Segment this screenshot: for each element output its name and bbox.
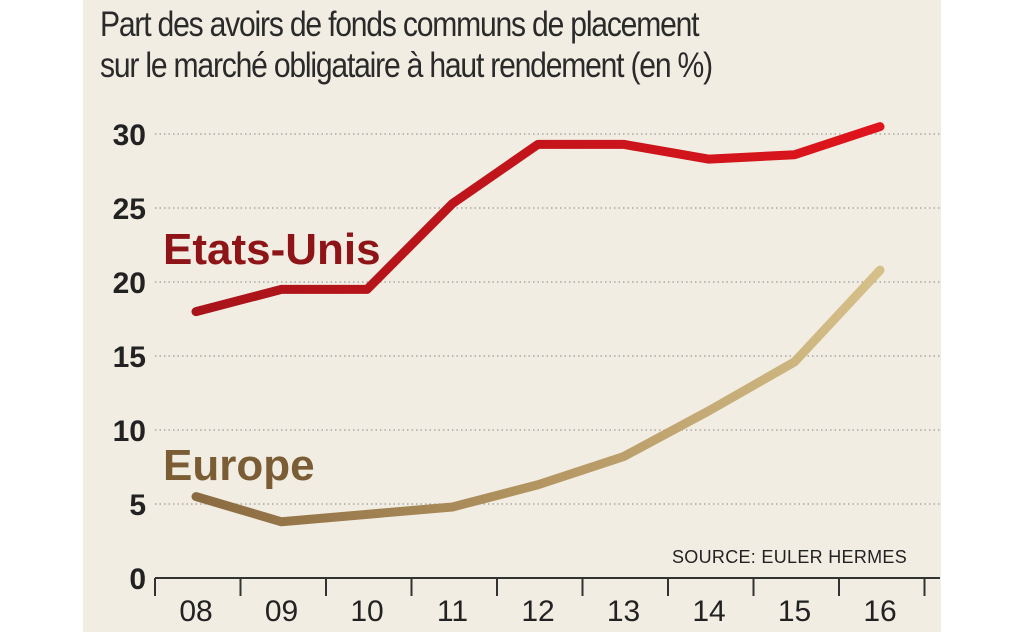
x-tick-label-16: 16 [863,595,896,628]
y-axis: 0 5 10 15 20 25 30 [113,119,146,596]
source-note: SOURCE: EULER HERMES [672,547,907,567]
x-axis: 08 09 10 11 12 13 14 15 16 [154,577,940,628]
series-label-europe: Europe [163,441,315,490]
y-tick-label-20: 20 [113,267,146,300]
title-line-2: sur le marché obligataire à haut rendeme… [100,46,713,85]
y-tick-label-10: 10 [113,415,146,448]
series-line-etats-unis [191,122,885,317]
x-tick-label-11: 11 [437,595,468,628]
series-lines [191,122,885,527]
x-tick-label-15: 15 [778,595,811,628]
x-tick-label-10: 10 [350,595,383,628]
series-label-etats-unis: Etats-Unis [163,225,381,274]
y-tick-label-15: 15 [113,341,146,374]
chart-title: Part des avoirs de fonds communs de plac… [100,4,814,86]
y-tick-label-5: 5 [129,489,146,522]
chart-panel [83,0,941,632]
x-tick-label-08: 08 [179,595,212,628]
y-tick-label-0: 0 [129,563,146,596]
x-tick-label-09: 09 [265,595,298,628]
title-line-1: Part des avoirs de fonds communs de plac… [100,5,700,44]
x-tick-label-13: 13 [607,595,640,628]
x-tick-label-12: 12 [521,595,554,628]
y-tick-label-25: 25 [113,193,146,226]
x-tick-label-14: 14 [692,595,725,628]
gridlines [155,133,940,505]
y-tick-label-30: 30 [113,119,146,152]
